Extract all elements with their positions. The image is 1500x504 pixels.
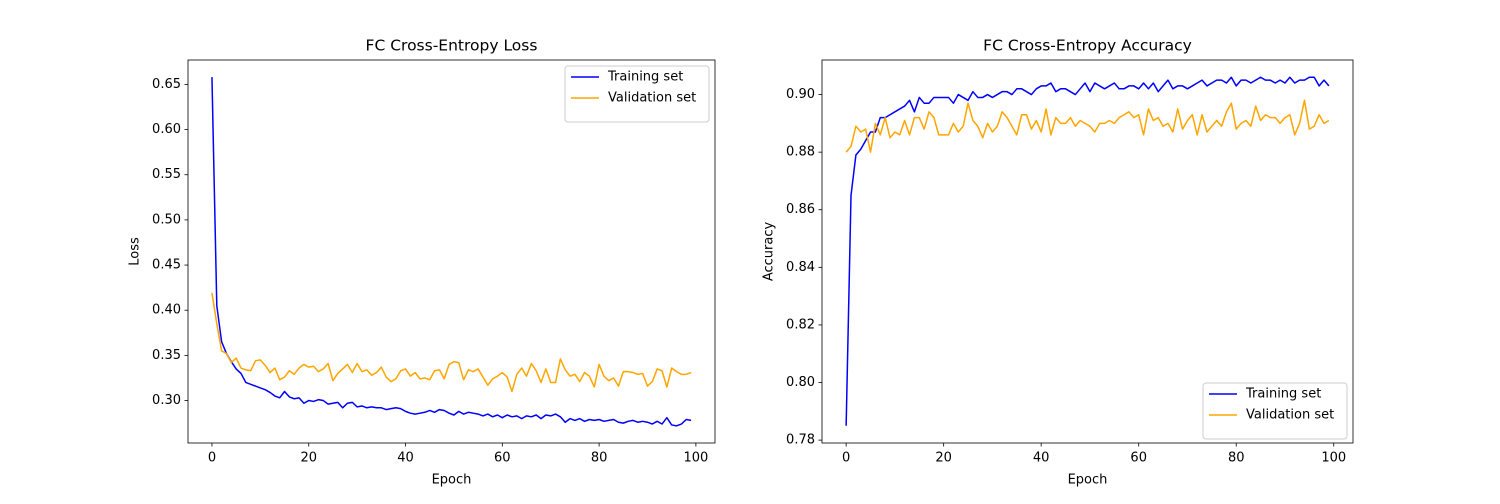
data-line: [845, 76, 1330, 426]
x-tick-label: 100: [1321, 451, 1346, 466]
chart-title: FC Cross-Entropy Accuracy: [983, 37, 1192, 55]
y-tick-label: 0.80: [786, 375, 815, 390]
y-tick-label: 0.40: [152, 303, 181, 318]
y-tick-label: 0.30: [152, 393, 181, 408]
y-tick-label: 0.78: [786, 433, 815, 448]
x-tick-label: 40: [397, 451, 414, 466]
plot-frame: [187, 59, 716, 444]
x-axis-label: Epoch: [1068, 473, 1108, 488]
x-tick-label: 80: [591, 451, 608, 466]
data-line: [211, 77, 692, 427]
x-tick-label: 80: [1228, 451, 1245, 466]
chart-title: FC Cross-Entropy Loss: [366, 37, 538, 55]
x-tick-label: 0: [842, 451, 850, 466]
y-tick-label: 0.90: [786, 87, 815, 102]
x-axis-label: Epoch: [432, 473, 472, 488]
x-tick-label: 60: [1130, 451, 1147, 466]
y-tick-label: 0.86: [786, 202, 815, 217]
plot-frame: [821, 59, 1354, 444]
y-tick-label: 0.84: [786, 260, 815, 275]
y-tick-label: 0.60: [152, 122, 181, 137]
legend-box: [564, 65, 710, 123]
legend: Training set Validation set: [564, 65, 710, 123]
y-tick-label: 0.35: [152, 348, 181, 363]
y-tick-label: 0.82: [786, 317, 815, 332]
x-tick-label: 60: [494, 451, 511, 466]
x-tick-label: 40: [1033, 451, 1050, 466]
legend-label: Training set: [607, 70, 683, 85]
y-tick-label: 0.45: [152, 258, 181, 273]
y-tick-label: 0.88: [786, 145, 815, 160]
x-tick-label: 20: [300, 451, 317, 466]
legend-box: [1202, 382, 1348, 440]
y-axis-label: Loss: [128, 237, 143, 266]
x-tick-label: 100: [683, 451, 708, 466]
legend-label: Training set: [1245, 387, 1321, 402]
legend-label: Validation set: [1246, 408, 1334, 423]
data-line: [211, 292, 692, 393]
legend-label: Validation set: [608, 91, 696, 106]
y-tick-label: 0.65: [152, 77, 181, 92]
x-tick-label: 0: [208, 451, 216, 466]
y-axis-label: Accuracy: [762, 222, 777, 282]
y-tick-label: 0.55: [152, 167, 181, 182]
y-tick-label: 0.50: [152, 212, 181, 227]
data-line: [845, 99, 1330, 153]
x-tick-label: 20: [935, 451, 952, 466]
legend: Training set Validation set: [1202, 382, 1348, 440]
